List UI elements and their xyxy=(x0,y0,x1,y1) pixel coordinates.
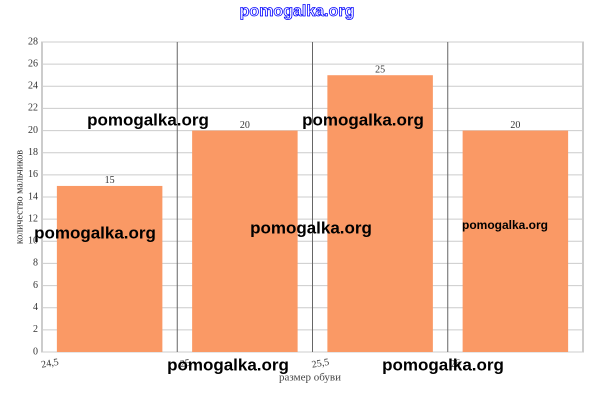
y-tick-label: 12 xyxy=(28,213,38,224)
value-label: 20 xyxy=(510,120,520,131)
x-tick-label: 26 xyxy=(450,358,462,371)
bar xyxy=(462,130,569,352)
watermark: pomogalka.org xyxy=(167,355,289,374)
watermark: pomogalka.org xyxy=(34,223,156,242)
bar xyxy=(327,75,433,352)
y-tick-label: 10 xyxy=(28,236,38,247)
y-tick-label: 26 xyxy=(28,58,38,69)
value-label: 20 xyxy=(240,120,250,131)
y-tick-label: 24 xyxy=(28,81,38,92)
watermark: pomogalka.org xyxy=(250,218,372,237)
x-axis-label: размер обуви xyxy=(279,372,341,384)
x-tick-label: 25,5 xyxy=(311,357,330,371)
watermark: pomogalka.org xyxy=(240,3,355,20)
watermark: pomogalka.org xyxy=(462,218,548,232)
bar xyxy=(56,185,163,352)
x-tick-label: 24,5 xyxy=(40,357,59,371)
y-tick-label: 20 xyxy=(28,125,38,136)
bar xyxy=(192,130,298,352)
x-tick-label: 25 xyxy=(179,358,191,371)
watermark: pomogalka.org xyxy=(382,355,504,374)
y-tick-label: 4 xyxy=(33,302,38,313)
y-tick-label: 0 xyxy=(33,346,38,357)
y-tick-label: 22 xyxy=(28,103,38,114)
y-tick-label: 2 xyxy=(33,324,38,335)
value-label: 15 xyxy=(105,175,115,186)
y-axis-label: количество мальчиков xyxy=(14,150,25,245)
watermark: pomogalka.org xyxy=(87,110,209,129)
y-tick-label: 16 xyxy=(28,169,38,180)
y-tick-label: 28 xyxy=(28,36,38,47)
value-label: 25 xyxy=(375,65,385,76)
y-tick-label: 18 xyxy=(28,147,38,158)
y-tick-label: 6 xyxy=(33,280,38,291)
y-tick-label: 14 xyxy=(28,191,38,202)
y-tick-label: 8 xyxy=(33,258,38,269)
watermark: pomogalka.org xyxy=(302,110,424,129)
